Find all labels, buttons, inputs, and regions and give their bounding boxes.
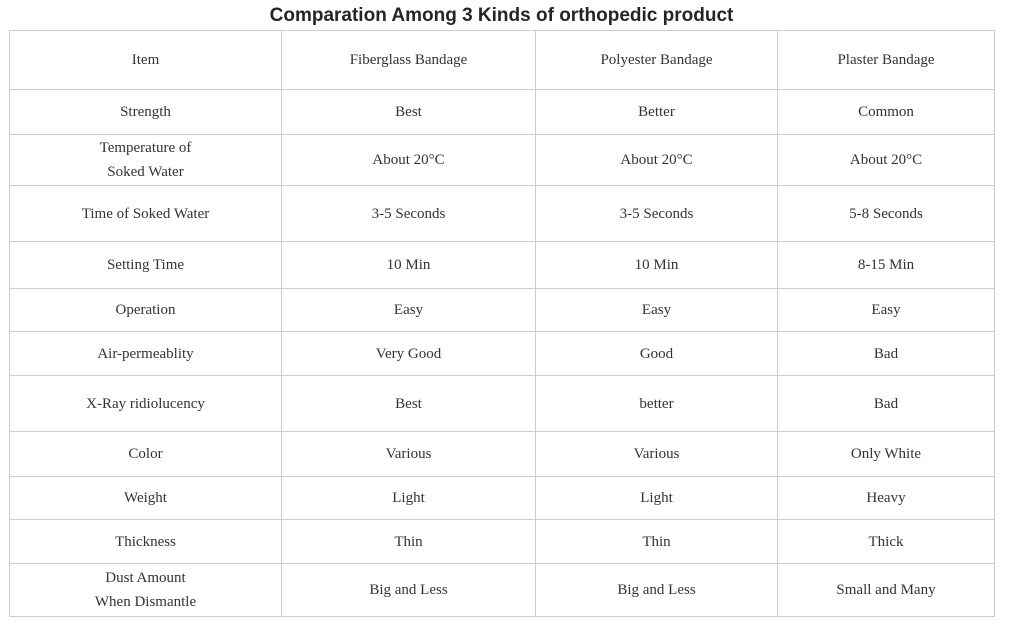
header-cell: Plaster Bandage — [777, 30, 995, 90]
table-cell: Thickness — [9, 519, 282, 564]
table-cell: Various — [535, 431, 778, 477]
table-cell: Small and Many — [777, 563, 995, 617]
header-cell: Item — [9, 30, 282, 90]
table-row: Setting Time 10 Min 10 Min 8-15 Min — [9, 241, 995, 289]
table-cell: Various — [281, 431, 536, 477]
table-row: Operation Easy Easy Easy — [9, 288, 995, 332]
table-cell: Bad — [777, 331, 995, 376]
table-cell: Setting Time — [9, 241, 282, 289]
table-cell: 3-5 Seconds — [281, 185, 536, 242]
table-cell: Strength — [9, 89, 282, 135]
table-cell: Easy — [535, 288, 778, 332]
table-cell: Big and Less — [535, 563, 778, 617]
table-cell: Bad — [777, 375, 995, 432]
table-cell: Thin — [535, 519, 778, 564]
table-cell: Thin — [281, 519, 536, 564]
table-cell: Easy — [777, 288, 995, 332]
table-row: X-Ray ridiolucency Best better Bad — [9, 375, 995, 432]
table-cell: Color — [9, 431, 282, 477]
header-cell: Fiberglass Bandage — [281, 30, 536, 90]
table-cell: Dust Amount When Dismantle — [9, 563, 282, 617]
table-cell: Only White — [777, 431, 995, 477]
table-cell: Good — [535, 331, 778, 376]
table-cell: Common — [777, 89, 995, 135]
table-cell: About 20°C — [535, 134, 778, 186]
comparison-table: Item Fiberglass Bandage Polyester Bandage P… — [9, 30, 995, 617]
table-cell: Time of Soked Water — [9, 185, 282, 242]
table-cell: 10 Min — [535, 241, 778, 289]
table-cell: 10 Min — [281, 241, 536, 289]
table-cell: Better — [535, 89, 778, 135]
table-cell: Easy — [281, 288, 536, 332]
table-cell: Best — [281, 375, 536, 432]
table-cell: 5-8 Seconds — [777, 185, 995, 242]
table-cell: Operation — [9, 288, 282, 332]
table-cell: Air-permeablity — [9, 331, 282, 376]
table-cell: Best — [281, 89, 536, 135]
table-cell: Weight — [9, 476, 282, 520]
cell-line: Soked Water — [107, 164, 184, 180]
table-cell: Temperature of Soked Water — [9, 134, 282, 186]
table-cell: Very Good — [281, 331, 536, 376]
table-row: Dust Amount When Dismantle Big and Less Big… — [9, 563, 995, 617]
table-cell: About 20°C — [777, 134, 995, 186]
table-cell: Big and Less — [281, 563, 536, 617]
table-row: Time of Soked Water 3-5 Seconds 3-5 Second… — [9, 185, 995, 242]
table-cell: Heavy — [777, 476, 995, 520]
table-cell: 8-15 Min — [777, 241, 995, 289]
cell-line: Temperature of — [99, 140, 192, 156]
table-cell: better — [535, 375, 778, 432]
table-row: Air-permeablity Very Good Good Bad — [9, 331, 995, 376]
table-head: Item Fiberglass Bandage Polyester Bandage P… — [9, 30, 995, 90]
table-row: Weight Light Light Heavy — [9, 476, 995, 520]
table-row: Thickness Thin Thin Thick — [9, 519, 995, 564]
table-cell: Light — [281, 476, 536, 520]
product-comparison-section: Comparation Among 3 Kinds of orthopedic … — [9, 0, 995, 617]
table-cell: About 20°C — [281, 134, 536, 186]
table-cell: Thick — [777, 519, 995, 564]
table-cell: Light — [535, 476, 778, 520]
table-row: Temperature of Soked Water About 20°C About… — [9, 134, 995, 186]
cell-line: When Dismantle — [94, 594, 197, 610]
header-cell: Polyester Bandage — [535, 30, 778, 90]
header-row: Item Fiberglass Bandage Polyester Bandage P… — [9, 30, 995, 90]
table-row: Color Various Various Only White — [9, 431, 995, 477]
page-title: Comparation Among 3 Kinds of orthopedic … — [269, 5, 734, 26]
table-body: Strength Best Better Common Temperature of So… — [9, 89, 995, 617]
table-cell: X-Ray ridiolucency — [9, 375, 282, 432]
table-cell: 3-5 Seconds — [535, 185, 778, 242]
cell-line: Dust Amount — [105, 570, 186, 586]
table-row: Strength Best Better Common — [9, 89, 995, 135]
